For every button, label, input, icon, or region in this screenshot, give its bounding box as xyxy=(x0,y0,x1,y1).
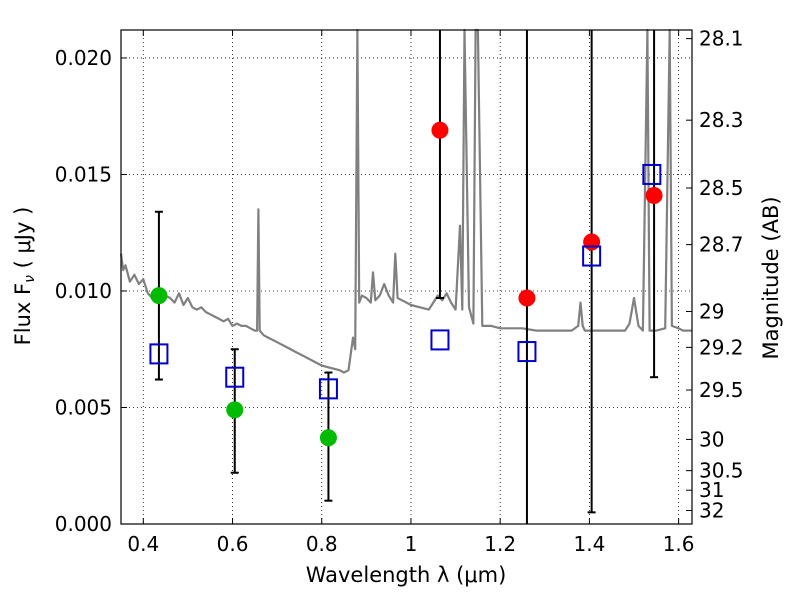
x-tick-label: 0.6 xyxy=(217,532,249,556)
x-axis-label: Wavelength λ (μm) xyxy=(306,563,507,587)
green-point xyxy=(319,429,337,447)
y-tick-label: 0.010 xyxy=(55,279,112,303)
y2-tick-label: 28.1 xyxy=(699,27,744,51)
y-axis-label-sub: ν xyxy=(22,275,38,283)
x-tick-label: 0.8 xyxy=(306,532,338,556)
y-tick-label: 0.015 xyxy=(55,162,112,186)
spectrum-layer xyxy=(119,28,692,374)
x-tick-label: 1.2 xyxy=(484,532,516,556)
y2-tick-label: 30.5 xyxy=(699,459,744,483)
errorbar-layer xyxy=(154,30,659,524)
green-point xyxy=(226,401,244,419)
red-point xyxy=(518,289,536,307)
y-tick-label: 0.020 xyxy=(55,46,112,70)
y2-tick-label: 28.3 xyxy=(699,108,744,132)
y2-tick-label: 31 xyxy=(699,478,724,502)
y2-tick-label: 28.7 xyxy=(699,233,744,257)
marker-layer xyxy=(149,121,663,447)
x-tick-label: 1.4 xyxy=(573,532,605,556)
square-point xyxy=(642,163,662,185)
y-tick-label: 0.005 xyxy=(55,395,112,419)
tick-layer: 0.4 0.6 0.8 1 1.2 1.4 1.6 0.000 0.005 0.010 0.015 0… xyxy=(55,27,744,556)
x-tick-label: 1.6 xyxy=(663,532,695,556)
red-point xyxy=(645,186,663,204)
red-point xyxy=(431,121,449,139)
y2-tick-label: 28.5 xyxy=(699,176,744,200)
spectrum-line xyxy=(119,28,692,374)
x-tick-label: 0.4 xyxy=(127,532,159,556)
y2-tick-label: 29.5 xyxy=(699,378,744,402)
y2-axis-label: Magnitude (AB) xyxy=(759,196,783,359)
square-point xyxy=(149,343,169,365)
square-point xyxy=(582,245,602,267)
square-point xyxy=(318,378,338,400)
x-tick-label: 1 xyxy=(405,532,418,556)
grid-lines xyxy=(121,30,692,525)
square-point xyxy=(225,366,245,388)
green-point xyxy=(150,287,168,305)
red-point xyxy=(583,233,601,251)
y-axis-label: Flux Fν ( μJy ) xyxy=(11,207,38,346)
square-point xyxy=(430,329,450,351)
square-point xyxy=(517,341,537,363)
y2-tick-label: 32 xyxy=(699,498,724,522)
plot-frame xyxy=(120,29,693,525)
y-axis-label-unit: ( μJy ) xyxy=(11,207,35,275)
y-tick-label: 0.000 xyxy=(55,512,112,536)
y2-tick-label: 29.2 xyxy=(699,335,744,359)
y2-tick-label: 29 xyxy=(699,299,724,323)
y2-tick-label: 30 xyxy=(699,427,724,451)
y-axis-label-main: Flux F xyxy=(11,283,35,345)
